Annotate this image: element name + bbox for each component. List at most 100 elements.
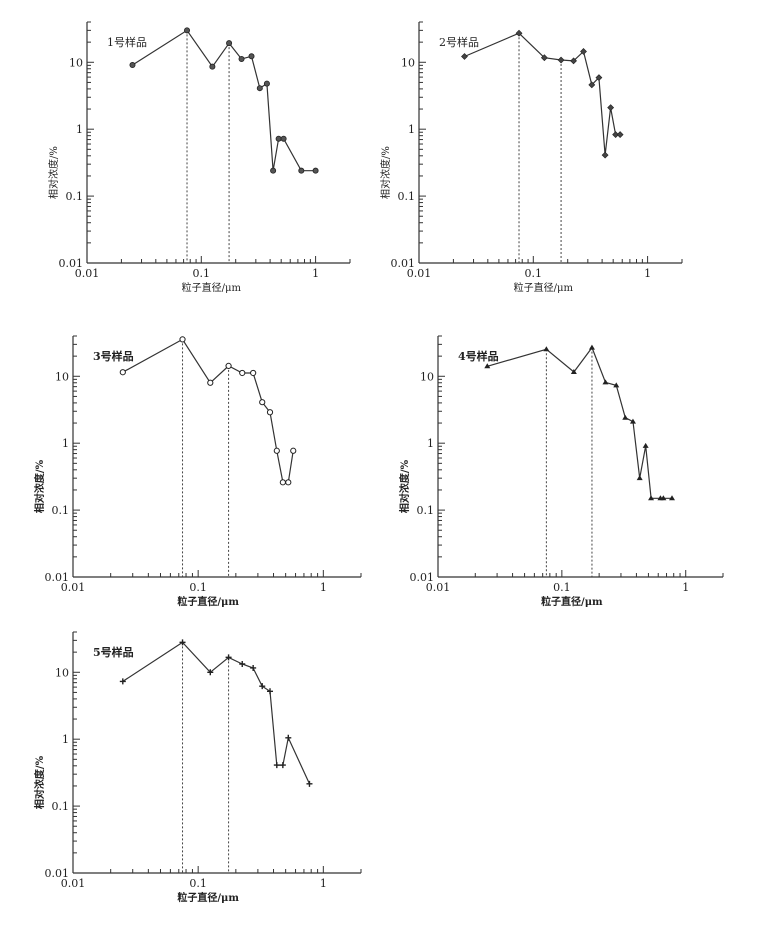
data-point	[622, 414, 629, 420]
y-tick-label: 0.01	[391, 257, 416, 270]
data-point	[660, 495, 667, 501]
data-point	[256, 85, 263, 92]
chart-3: 0.01 0.1 1 0.01 0.1 1 10 粒子直径/μm 相对浓度/% 3号样品	[33, 335, 362, 608]
data-point	[226, 40, 233, 47]
series-line	[132, 29, 316, 172]
series-line	[122, 641, 311, 785]
y-axis-label: 相对浓度/%	[398, 459, 411, 513]
x-tick-label: 0.01	[407, 267, 432, 280]
data-point	[129, 62, 136, 69]
y-tick-label: 0.01	[45, 571, 70, 584]
y-tick-label: 1	[62, 437, 69, 450]
data-point	[636, 475, 643, 481]
y-tick-label: 10	[55, 666, 69, 679]
y-axis-label: 相对浓度/%	[47, 146, 60, 199]
y-tick-label: 0.1	[417, 504, 435, 517]
data-point	[179, 639, 186, 646]
chart-title: 4号样品	[458, 349, 499, 363]
y-tick-label: 0.01	[45, 867, 70, 880]
y-tick-label: 1	[62, 733, 69, 746]
x-axis-label: 粒子直径/μm	[514, 281, 574, 294]
x-tick-label: 1	[320, 877, 327, 890]
y-axis-label: 相对浓度/%	[33, 755, 46, 809]
data-point	[250, 664, 257, 671]
data-point	[298, 167, 305, 174]
x-tick-label: 0.1	[189, 877, 207, 890]
data-point	[259, 399, 266, 406]
data-point	[588, 81, 596, 89]
data-point	[250, 369, 257, 377]
data-point	[238, 55, 245, 62]
y-tick-label: 10	[401, 56, 415, 69]
y-tick-label: 1	[408, 123, 415, 136]
data-point	[179, 336, 186, 343]
y-tick-label: 1	[427, 437, 434, 450]
data-point	[270, 167, 277, 174]
data-point	[273, 762, 280, 769]
x-tick-label: 0.1	[189, 581, 207, 594]
chart-title: 5号样品	[93, 645, 134, 659]
chart-title: 3号样品	[93, 349, 134, 363]
y-tick-label: 0.1	[52, 800, 70, 813]
data-point	[225, 362, 232, 369]
data-point	[259, 683, 266, 690]
data-point	[613, 382, 620, 388]
data-point	[248, 53, 255, 60]
x-tick-label: 0.01	[75, 267, 100, 280]
y-tick-label: 1	[76, 123, 83, 136]
data-point	[557, 56, 565, 64]
x-tick-label: 1	[320, 581, 327, 594]
x-tick-label: 0.1	[193, 267, 211, 280]
series-line	[487, 346, 672, 499]
data-point	[225, 654, 232, 661]
data-point	[601, 151, 609, 159]
data-point	[669, 495, 676, 501]
data-point	[275, 135, 282, 142]
chart-5: 0.01 0.1 1 0.01 0.1 1 10 粒子直径/μm 相对浓度/% 5号样品	[33, 631, 362, 904]
data-point	[263, 80, 270, 87]
data-point	[119, 369, 126, 376]
data-point	[119, 678, 126, 685]
data-point	[312, 167, 319, 174]
data-point	[207, 379, 214, 386]
x-axis-label: 粒子直径/μm	[177, 891, 239, 904]
y-tick-label: 0.01	[59, 257, 84, 270]
chart-4: 0.01 0.1 1 0.01 0.1 1 10 粒子直径/μm 相对浓度/% 4号样品	[398, 335, 724, 608]
data-point	[580, 48, 587, 55]
x-tick-label: 0.1	[553, 581, 571, 594]
y-tick-label: 0.1	[52, 504, 70, 517]
chart-1: 0.01 0.1 1 0.01 0.1 1 10 粒子直径/μm 相对浓度/% 1号样品	[47, 21, 351, 294]
data-point	[570, 368, 577, 374]
data-point	[209, 63, 216, 70]
data-point	[540, 54, 548, 62]
x-tick-label: 0.1	[525, 267, 543, 280]
y-axis-label: 相对浓度/%	[379, 146, 392, 199]
x-axis-label: 粒子直径/μm	[541, 595, 603, 608]
y-tick-label: 0.01	[410, 571, 435, 584]
data-point	[629, 418, 636, 424]
data-point	[461, 53, 468, 60]
data-point	[306, 780, 313, 787]
y-axis-label: 相对浓度/%	[33, 459, 46, 513]
data-point	[279, 479, 286, 486]
data-point	[616, 131, 624, 139]
data-point	[602, 379, 609, 385]
x-tick-label: 1	[312, 267, 319, 280]
data-point	[280, 135, 287, 142]
data-point	[285, 734, 292, 741]
x-tick-label: 1	[644, 267, 651, 280]
data-point	[290, 447, 297, 454]
chart-title: 2号样品	[439, 35, 479, 49]
y-tick-label: 0.1	[398, 190, 416, 203]
x-tick-label: 1	[682, 581, 689, 594]
x-tick-label: 0.01	[61, 581, 86, 594]
x-axis-label: 粒子直径/μm	[177, 595, 239, 608]
data-point	[239, 369, 246, 377]
y-tick-label: 0.1	[66, 190, 84, 203]
data-point	[273, 447, 280, 454]
x-axis-label: 粒子直径/μm	[182, 281, 242, 294]
data-point	[648, 495, 655, 501]
data-point	[607, 104, 615, 112]
data-point	[642, 442, 649, 448]
